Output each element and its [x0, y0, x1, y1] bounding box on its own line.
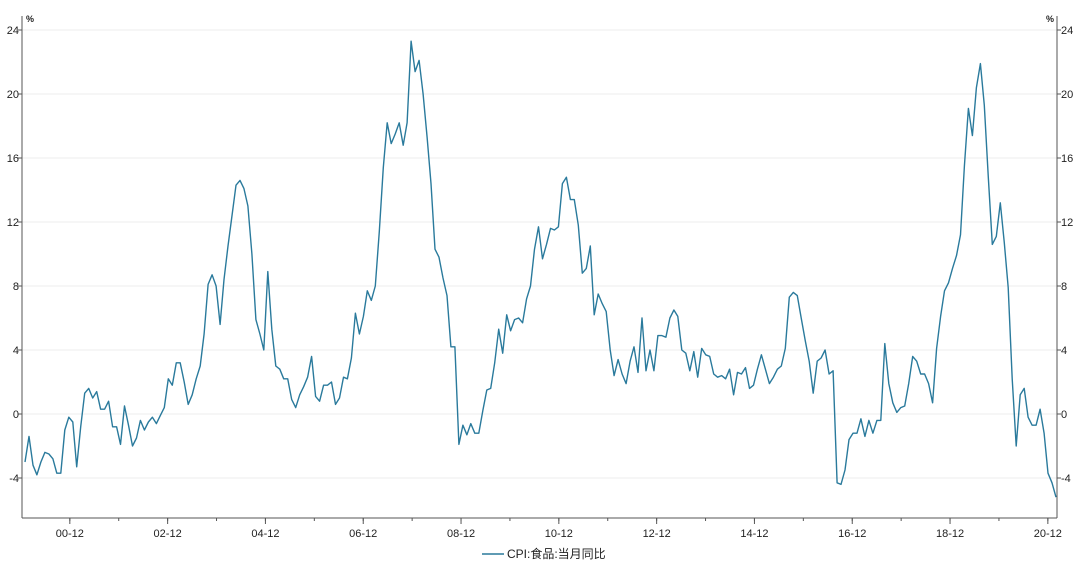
- x-tick-label: 20-12: [1034, 528, 1062, 540]
- y-tick-label-right: 0: [1061, 409, 1067, 421]
- legend-label: CPI:食品:当月同比: [507, 546, 606, 561]
- y-tick-label-left: -4: [9, 473, 19, 485]
- x-tick-label: 16-12: [838, 528, 866, 540]
- y-tick-label-right: 16: [1061, 153, 1073, 165]
- y-tick-label-right: 8: [1061, 281, 1067, 293]
- x-tick-label: 00-12: [56, 528, 84, 540]
- legend: CPI:食品:当月同比: [482, 546, 606, 561]
- y-tick-label-right: -4: [1061, 473, 1071, 485]
- y-tick-label-right: 4: [1061, 345, 1067, 357]
- y-tick-label-right: 12: [1061, 217, 1073, 229]
- series-line: [24, 40, 1057, 498]
- axis-layer: -4 -4 0 0 4 4 8 8 12 12 16 16 20 20 24 24 00-12 02-12 04-1…: [7, 16, 1073, 540]
- y-tick-label-right: 24: [1061, 25, 1073, 37]
- y-tick-label-left: 0: [13, 409, 19, 421]
- grid-layer: [22, 29, 1057, 479]
- y-tick-label-right: 20: [1061, 89, 1073, 101]
- y-tick-label-left: 4: [13, 345, 19, 357]
- x-tick-label: 02-12: [154, 528, 182, 540]
- x-tick-label: 10-12: [545, 528, 573, 540]
- x-tick-label: 12-12: [643, 528, 671, 540]
- x-tick-label: 04-12: [251, 528, 279, 540]
- y-tick-label-left: 12: [7, 217, 19, 229]
- y-tick-label-left: 16: [7, 153, 19, 165]
- series-layer: [24, 40, 1057, 498]
- x-tick-label: 18-12: [936, 528, 964, 540]
- x-tick-label: 06-12: [349, 528, 377, 540]
- x-tick-label: 08-12: [447, 528, 475, 540]
- y-tick-label-left: 8: [13, 281, 19, 293]
- y-tick-label-left: 24: [7, 25, 19, 37]
- y-tick-label-left: 20: [7, 89, 19, 101]
- right-unit-label: %: [1046, 14, 1054, 24]
- x-tick-label: 14-12: [740, 528, 768, 540]
- left-unit-label: %: [26, 14, 34, 24]
